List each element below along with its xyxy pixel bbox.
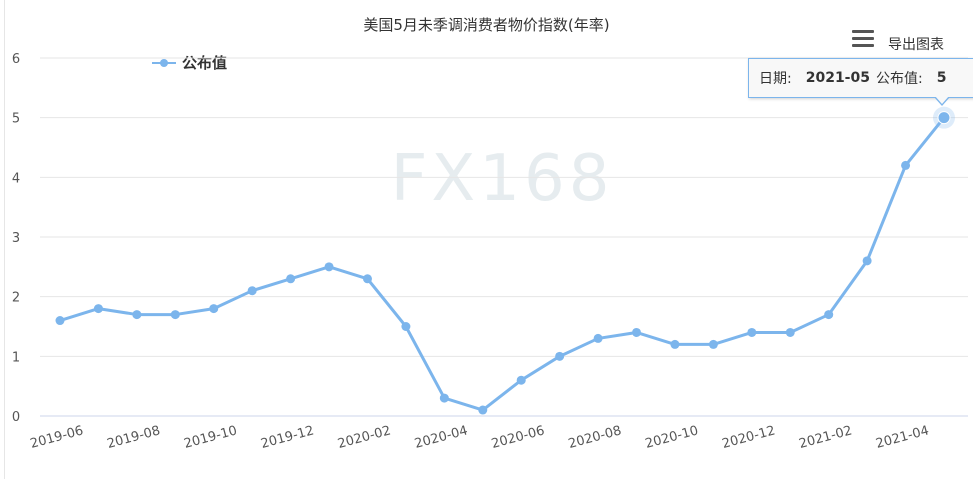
data-point bbox=[247, 286, 257, 296]
series-line-group bbox=[58, 116, 946, 412]
x-tick-label: 2019-10 bbox=[182, 423, 238, 452]
data-point bbox=[324, 262, 334, 272]
data-point bbox=[362, 274, 372, 284]
x-tick-label: 2020-12 bbox=[721, 423, 777, 452]
data-point bbox=[708, 339, 718, 349]
tooltip: 日期: 2021-05 公布值: 5 bbox=[748, 58, 973, 98]
x-tick-label: 2020-06 bbox=[490, 423, 546, 452]
data-point bbox=[824, 310, 834, 320]
data-point bbox=[593, 333, 603, 343]
hamburger-menu-icon[interactable] bbox=[852, 30, 874, 48]
x-axis-tick-labels: 2019-06 2019-08 2019-10 2019-12 2020-02 2020-… bbox=[29, 423, 931, 452]
data-point bbox=[632, 327, 642, 337]
data-point bbox=[401, 322, 411, 331]
y-axis-tick-labels: 0 1 2 3 4 5 6 bbox=[12, 52, 20, 425]
export-chart-label[interactable]: 导出图表 bbox=[888, 37, 944, 53]
tooltip-value: 5 bbox=[936, 70, 947, 86]
data-point bbox=[93, 304, 103, 314]
legend-line-marker-icon bbox=[152, 57, 176, 69]
y-tick-label: 3 bbox=[12, 231, 20, 246]
x-tick-label: 2020-10 bbox=[644, 423, 700, 452]
y-tick-label: 1 bbox=[12, 350, 20, 365]
data-point bbox=[785, 327, 795, 337]
data-point bbox=[478, 405, 488, 415]
data-point bbox=[286, 274, 296, 284]
data-point bbox=[516, 375, 526, 385]
tooltip-date-label: 日期: bbox=[759, 71, 792, 87]
data-point bbox=[862, 256, 872, 266]
data-point bbox=[55, 316, 65, 326]
chart-left-border bbox=[4, 0, 5, 479]
series-points-group bbox=[55, 106, 955, 415]
data-point bbox=[170, 310, 180, 320]
series-line bbox=[58, 116, 946, 412]
y-tick-label: 4 bbox=[12, 171, 20, 186]
grid-lines bbox=[40, 57, 968, 417]
export-menu-button[interactable]: 导出图表 bbox=[852, 24, 944, 54]
x-tick-label: 2021-02 bbox=[797, 423, 853, 452]
x-tick-label: 2019-06 bbox=[29, 423, 85, 452]
x-tick-label: 2020-08 bbox=[567, 423, 623, 452]
watermark: FX168 bbox=[391, 142, 614, 216]
x-tick-label: 2021-04 bbox=[874, 423, 930, 452]
data-point bbox=[555, 351, 565, 361]
y-tick-label: 2 bbox=[12, 291, 20, 306]
data-point bbox=[747, 327, 757, 337]
x-tick-label: 2019-08 bbox=[106, 423, 162, 452]
chart-title: 美国5月未季调消费者物价指数(年率) bbox=[363, 16, 610, 34]
data-point bbox=[209, 304, 219, 314]
y-tick-label: 0 bbox=[12, 410, 20, 425]
tooltip-date-value: 2021-05 bbox=[805, 70, 870, 86]
data-point bbox=[439, 393, 449, 403]
data-point bbox=[937, 111, 951, 125]
x-tick-label: 2019-12 bbox=[259, 423, 315, 452]
x-tick-label: 2020-04 bbox=[413, 423, 469, 452]
data-point bbox=[670, 339, 680, 349]
y-tick-label: 6 bbox=[12, 52, 20, 67]
y-tick-label: 5 bbox=[12, 112, 20, 127]
x-tick-label: 2020-02 bbox=[336, 423, 392, 452]
data-point bbox=[901, 160, 911, 170]
tooltip-value-label: 公布值: bbox=[875, 71, 923, 87]
data-point bbox=[132, 310, 142, 320]
tooltip-pointer-fill bbox=[935, 96, 949, 104]
